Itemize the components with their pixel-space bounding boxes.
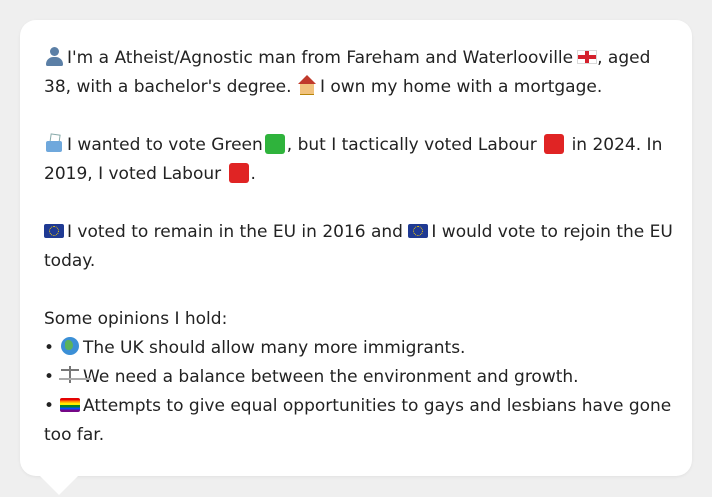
opinion-item: • We need a balance between the environme… bbox=[44, 363, 674, 392]
globe-icon bbox=[60, 336, 80, 356]
profile-text-1: I'm a Atheist/Agnostic man from Fareham … bbox=[67, 48, 574, 68]
opinion-item: • The UK should allow many more immigrant… bbox=[44, 334, 674, 363]
green-square-icon bbox=[264, 134, 285, 154]
red-square-icon bbox=[544, 134, 565, 154]
opinions-heading: Some opinions I hold: bbox=[44, 309, 228, 329]
balance-scale-icon bbox=[60, 365, 80, 385]
vote-text-1: I wanted to vote Green bbox=[67, 135, 263, 155]
vote-text-3: in 2024. In 2019, I voted Labour bbox=[44, 135, 663, 184]
person-icon bbox=[44, 46, 64, 66]
vote-paragraph: I wanted to vote Green , but I tactically… bbox=[44, 131, 674, 189]
profile-text-2: , aged 38, with a bachelor's degree. bbox=[44, 48, 651, 97]
bubble-tail bbox=[40, 476, 78, 495]
bullet: • bbox=[44, 338, 55, 358]
eu-flag-icon bbox=[408, 224, 429, 238]
ballot-box-icon bbox=[44, 133, 64, 153]
eu-flag-icon bbox=[44, 224, 64, 238]
eu-paragraph: I voted to remain in the EU in 2016 and … bbox=[44, 218, 674, 276]
eu-text-1: I voted to remain in the EU in 2016 and bbox=[67, 222, 403, 242]
opinions-paragraph: Some opinions I hold: • The UK should all… bbox=[44, 305, 674, 450]
message-bubble: I'm a Atheist/Agnostic man from Fareham … bbox=[20, 20, 692, 476]
rainbow-flag-icon bbox=[60, 398, 81, 412]
eu-text-2: I would vote to rejoin the EU today. bbox=[44, 222, 673, 271]
opinion-text: We need a balance between the environmen… bbox=[83, 367, 579, 387]
opinion-text: Attempts to give equal opportunities to … bbox=[44, 396, 672, 445]
house-icon bbox=[297, 75, 317, 95]
profile-text-3: I own my home with a mortgage. bbox=[319, 77, 603, 97]
bullet: • bbox=[44, 367, 55, 387]
red-square-icon bbox=[228, 163, 249, 183]
profile-paragraph: I'm a Atheist/Agnostic man from Fareham … bbox=[44, 44, 674, 102]
opinion-item: • Attempts to give equal opportunities to… bbox=[44, 392, 674, 450]
vote-text-4: . bbox=[250, 164, 256, 184]
bullet: • bbox=[44, 396, 55, 416]
vote-text-2: , but I tactically voted Labour bbox=[286, 135, 537, 155]
message-content: I'm a Atheist/Agnostic man from Fareham … bbox=[44, 44, 674, 450]
opinion-text: The UK should allow many more immigrants… bbox=[83, 338, 466, 358]
england-flag-icon bbox=[577, 50, 598, 64]
